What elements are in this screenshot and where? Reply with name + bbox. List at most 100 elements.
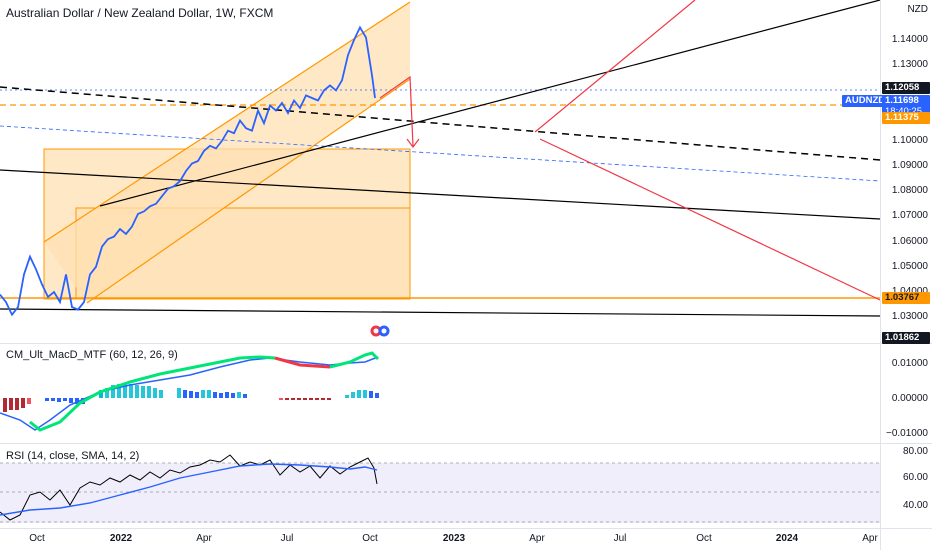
- price-axis-label: 1.09000: [891, 160, 928, 171]
- macd-histogram-bar: [345, 395, 349, 398]
- price-axis-label: 1.13000: [891, 59, 928, 71]
- price-tag-low: 1.01862: [882, 332, 930, 344]
- macd-histogram-bar: [189, 391, 193, 398]
- time-label: Oct: [29, 533, 45, 544]
- price-line[interactable]: [0, 25, 376, 317]
- macd-histogram-bar: [195, 392, 199, 398]
- red-projection-down[interactable]: [539, 138, 881, 301]
- macd-histogram-bar: [51, 398, 55, 401]
- macd-histogram-bar: [225, 392, 229, 398]
- macd-histogram-bar: [315, 398, 319, 400]
- rsi-line: [0, 454, 378, 521]
- time-label: Apr: [862, 533, 878, 544]
- macd-histogram-bar: [369, 391, 373, 398]
- macd-histogram-bar: [363, 390, 367, 398]
- macd-histogram-bar: [231, 393, 235, 398]
- macd-histogram-bar: [213, 392, 217, 398]
- macd-line-green: [29, 355, 276, 432]
- macd-histogram-bar: [291, 398, 295, 400]
- macd-histogram-bar: [327, 398, 331, 400]
- macd-histogram-bar: [75, 398, 79, 404]
- symbol-tag: AUDNZD: [842, 95, 889, 107]
- macd-histogram-bar: [183, 390, 187, 398]
- time-label: 2022: [109, 533, 133, 544]
- macd-histogram-bar: [57, 398, 61, 402]
- macd-histogram-bar: [351, 392, 355, 398]
- red-projection-up[interactable]: [534, 0, 696, 133]
- red-arrow-path[interactable]: [379, 75, 414, 147]
- price-tag-current: 1.11698: [882, 95, 930, 107]
- pane-separator[interactable]: [0, 443, 932, 444]
- macd-histogram-bar: [3, 398, 7, 412]
- rsi-axis-label: 40.00: [902, 500, 928, 511]
- macd-histogram-bar: [117, 384, 121, 398]
- macd-histogram-bar: [219, 393, 223, 398]
- macd-histogram-bar: [21, 398, 25, 408]
- descending-trendline[interactable]: [0, 169, 881, 220]
- price-axis-label: 1.05000: [891, 260, 928, 272]
- macd-histogram-bar: [45, 398, 49, 401]
- price-axis-separator: [880, 0, 881, 550]
- time-label: Jul: [613, 533, 627, 544]
- macd-histogram-bar: [159, 390, 163, 398]
- macd-axis-label: 0.01000: [891, 358, 928, 369]
- macd-histogram-bar: [279, 398, 283, 400]
- price-axis-label: 1.07000: [891, 210, 928, 222]
- macd-histogram-bar: [15, 398, 19, 410]
- macd-histogram-bar: [99, 390, 103, 398]
- economic-events-icon[interactable]: [370, 325, 390, 337]
- macd-line-green-2: [329, 351, 380, 369]
- time-label: Apr: [196, 533, 212, 544]
- price-axis-label: 1.10000: [891, 134, 928, 146]
- time-label: Oct: [696, 533, 712, 544]
- currency-label: NZD: [907, 4, 928, 15]
- price-axis-label: 1.06000: [891, 235, 928, 247]
- parallel-channel[interactable]: [44, 2, 410, 303]
- macd-histogram-bar: [309, 398, 313, 400]
- time-label: Jul: [280, 533, 294, 544]
- time-axis-separator: [0, 528, 932, 529]
- macd-histogram-bar: [201, 390, 205, 398]
- rsi-axis-label: 60.00: [902, 472, 928, 483]
- bar-countdown: 18:40:25: [882, 106, 930, 117]
- red-arrowhead: [406, 138, 420, 148]
- price-axis-label: 1.08000: [891, 185, 928, 197]
- dashed-trendline[interactable]: [0, 86, 881, 161]
- price-tag-support: 1.03767: [882, 292, 930, 304]
- rsi-band: [0, 463, 880, 523]
- time-label: 2024: [775, 533, 799, 544]
- macd-histogram-bar: [303, 398, 307, 400]
- macd-axis-label: −0.01000: [886, 428, 928, 439]
- macd-histogram-bar: [9, 398, 13, 410]
- base-line[interactable]: [0, 308, 881, 317]
- macd-histogram-bar: [207, 390, 211, 398]
- price-tag-high: 1.12058: [882, 82, 930, 94]
- price-axis-label: 1.03000: [891, 311, 928, 323]
- macd-histogram-bar: [243, 394, 247, 398]
- ascending-trendline[interactable]: [99, 0, 881, 207]
- time-label: Apr: [529, 533, 545, 544]
- macd-histogram-bar: [105, 388, 109, 398]
- macd-histogram-bar: [63, 398, 67, 401]
- macd-histogram-bar: [357, 390, 361, 398]
- macd-histogram-bar: [237, 392, 241, 398]
- macd-histogram-bar: [147, 386, 151, 398]
- pane-separator[interactable]: [0, 343, 932, 344]
- chart-title[interactable]: Australian Dollar / New Zealand Dollar, …: [6, 6, 274, 20]
- macd-histogram-bar: [297, 398, 301, 400]
- macd-line-red: [274, 356, 331, 369]
- macd-histogram-bar: [111, 385, 115, 398]
- macd-histogram-bar: [321, 398, 325, 400]
- macd-title[interactable]: CM_Ult_MacD_MTF (60, 12, 26, 9): [6, 349, 178, 361]
- macd-histogram-bar: [69, 398, 73, 403]
- time-label: 2023: [442, 533, 466, 544]
- macd-axis-label: 0.00000: [891, 393, 928, 404]
- macd-histogram-bar: [285, 398, 289, 400]
- macd-histogram-bar: [27, 398, 31, 404]
- macd-histogram-bar: [177, 388, 181, 398]
- rsi-title[interactable]: RSI (14, close, SMA, 14, 2): [6, 450, 140, 462]
- macd-histogram-bar: [123, 384, 127, 398]
- macd-histogram-bar: [129, 384, 133, 398]
- rsi-ma-line: [0, 463, 378, 516]
